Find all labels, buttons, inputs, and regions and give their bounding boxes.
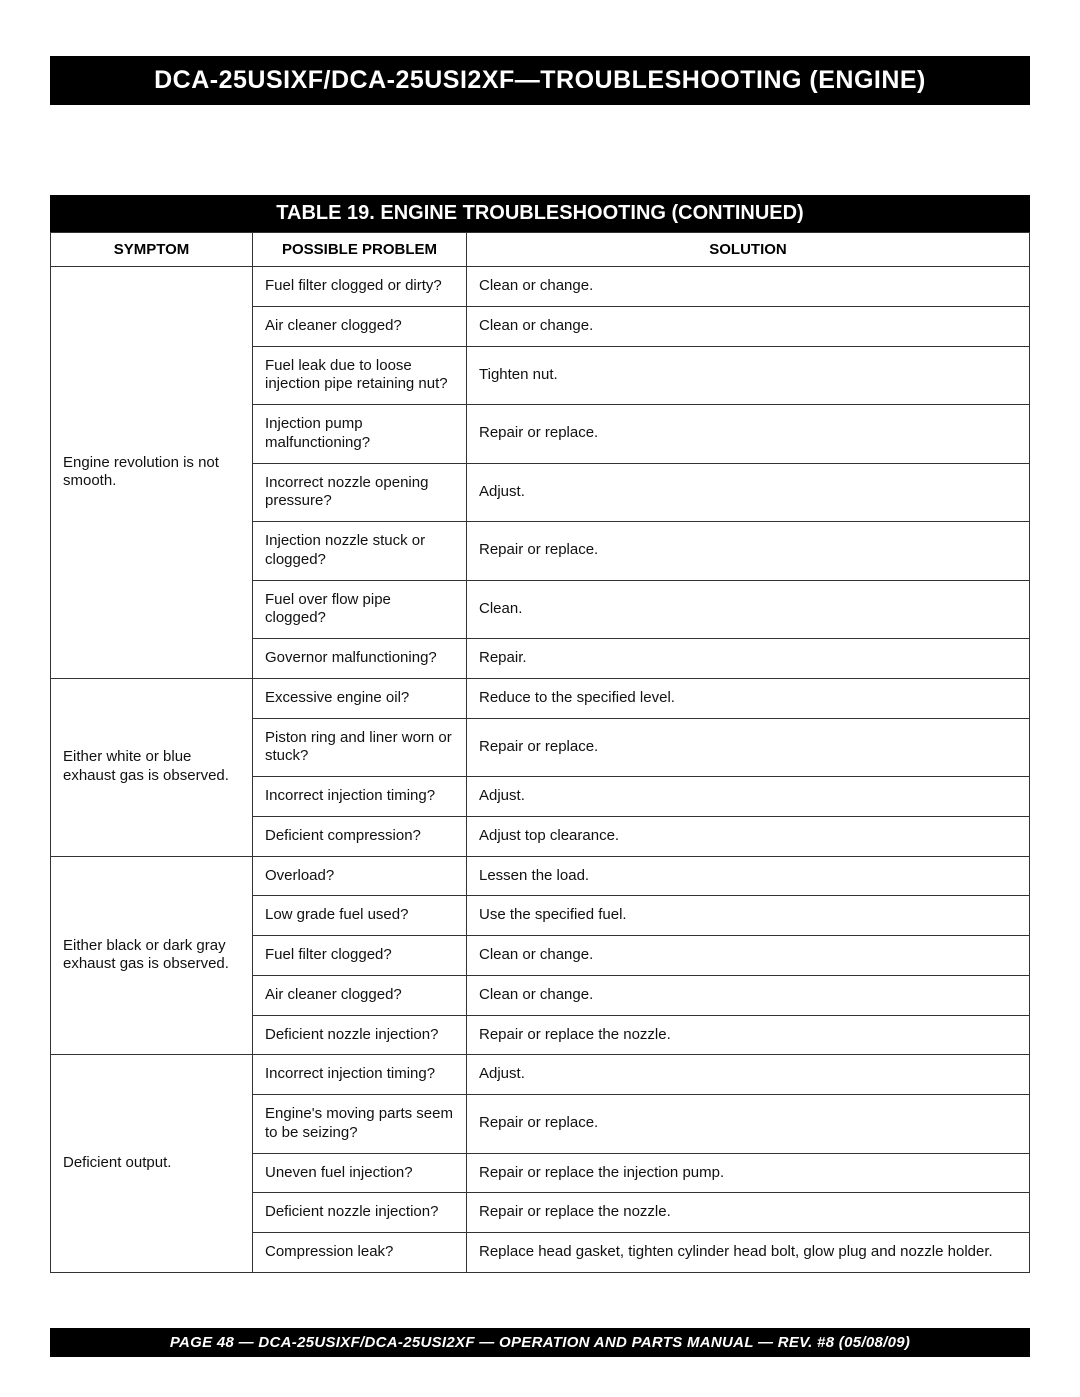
solution-cell: Adjust. (467, 463, 1030, 522)
solution-cell: Repair or replace. (467, 718, 1030, 777)
solution-cell: Use the specified fuel. (467, 896, 1030, 936)
problem-cell: Excessive engine oil? (253, 678, 467, 718)
page-title: DCA-25USIXF/DCA-25USI2XF—TROUBLESHOOTING… (154, 66, 926, 94)
solution-cell: Repair or replace. (467, 522, 1030, 581)
symptom-cell: Either white or blue exhaust gas is obse… (51, 678, 253, 856)
solution-cell: Adjust. (467, 777, 1030, 817)
solution-cell: Clean or change. (467, 267, 1030, 307)
table-header-row: SYMPTOM POSSIBLE PROBLEM SOLUTION (51, 233, 1030, 267)
troubleshooting-table: SYMPTOM POSSIBLE PROBLEM SOLUTION Engine… (50, 232, 1030, 1273)
problem-cell: Fuel leak due to loose injection pipe re… (253, 346, 467, 405)
problem-cell: Air cleaner clogged? (253, 306, 467, 346)
solution-cell: Repair or replace the nozzle. (467, 1015, 1030, 1055)
footer-text: PAGE 48 — DCA-25USIXF/DCA-25USI2XF — OPE… (170, 1334, 910, 1351)
symptom-cell: Deficient output. (51, 1055, 253, 1273)
problem-cell: Incorrect nozzle opening pressure? (253, 463, 467, 522)
solution-cell: Lessen the load. (467, 856, 1030, 896)
solution-cell: Reduce to the specified level. (467, 678, 1030, 718)
problem-cell: Fuel filter clogged? (253, 936, 467, 976)
problem-cell: Incorrect injection timing? (253, 1055, 467, 1095)
col-header-symptom: SYMPTOM (51, 233, 253, 267)
table-row: Engine revolution is not smooth.Fuel fil… (51, 267, 1030, 307)
table-row: Deficient output.Incorrect injection tim… (51, 1055, 1030, 1095)
solution-cell: Repair or replace the injection pump. (467, 1153, 1030, 1193)
problem-cell: Deficient nozzle injection? (253, 1015, 467, 1055)
problem-cell: Incorrect injection timing? (253, 777, 467, 817)
problem-cell: Low grade fuel used? (253, 896, 467, 936)
solution-cell: Clean or change. (467, 306, 1030, 346)
solution-cell: Replace head gasket, tighten cylinder he… (467, 1233, 1030, 1273)
solution-cell: Repair or replace the nozzle. (467, 1193, 1030, 1233)
flex-grow-spacer (50, 1273, 1030, 1328)
col-header-solution: SOLUTION (467, 233, 1030, 267)
solution-cell: Adjust top clearance. (467, 816, 1030, 856)
problem-cell: Overload? (253, 856, 467, 896)
problem-cell: Governor malfunctioning? (253, 639, 467, 679)
problem-cell: Deficient nozzle injection? (253, 1193, 467, 1233)
problem-cell: Uneven fuel injection? (253, 1153, 467, 1193)
problem-cell: Fuel over flow pipe clogged? (253, 580, 467, 639)
problem-cell: Air cleaner clogged? (253, 975, 467, 1015)
solution-cell: Clean or change. (467, 936, 1030, 976)
solution-cell: Repair or replace. (467, 405, 1030, 464)
symptom-cell: Engine revolution is not smooth. (51, 267, 253, 679)
col-header-problem: POSSIBLE PROBLEM (253, 233, 467, 267)
problem-cell: Fuel filter clogged or dirty? (253, 267, 467, 307)
solution-cell: Clean. (467, 580, 1030, 639)
solution-cell: Tighten nut. (467, 346, 1030, 405)
header-spacer (50, 105, 1030, 195)
table-title: TABLE 19. ENGINE TROUBLESHOOTING (CONTIN… (276, 202, 803, 224)
problem-cell: Engine's moving parts seem to be seizing… (253, 1095, 467, 1154)
page-header-bar: DCA-25USIXF/DCA-25USI2XF—TROUBLESHOOTING… (50, 56, 1030, 105)
solution-cell: Clean or change. (467, 975, 1030, 1015)
page-footer-bar: PAGE 48 — DCA-25USIXF/DCA-25USI2XF — OPE… (50, 1328, 1030, 1357)
table-row: Either white or blue exhaust gas is obse… (51, 678, 1030, 718)
problem-cell: Injection nozzle stuck or clogged? (253, 522, 467, 581)
problem-cell: Deficient compression? (253, 816, 467, 856)
problem-cell: Compression leak? (253, 1233, 467, 1273)
problem-cell: Piston ring and liner worn or stuck? (253, 718, 467, 777)
solution-cell: Adjust. (467, 1055, 1030, 1095)
problem-cell: Injection pump malfunctioning? (253, 405, 467, 464)
table-title-bar: TABLE 19. ENGINE TROUBLESHOOTING (CONTIN… (50, 195, 1030, 232)
table-row: Either black or dark gray exhaust gas is… (51, 856, 1030, 896)
symptom-cell: Either black or dark gray exhaust gas is… (51, 856, 253, 1055)
solution-cell: Repair or replace. (467, 1095, 1030, 1154)
solution-cell: Repair. (467, 639, 1030, 679)
